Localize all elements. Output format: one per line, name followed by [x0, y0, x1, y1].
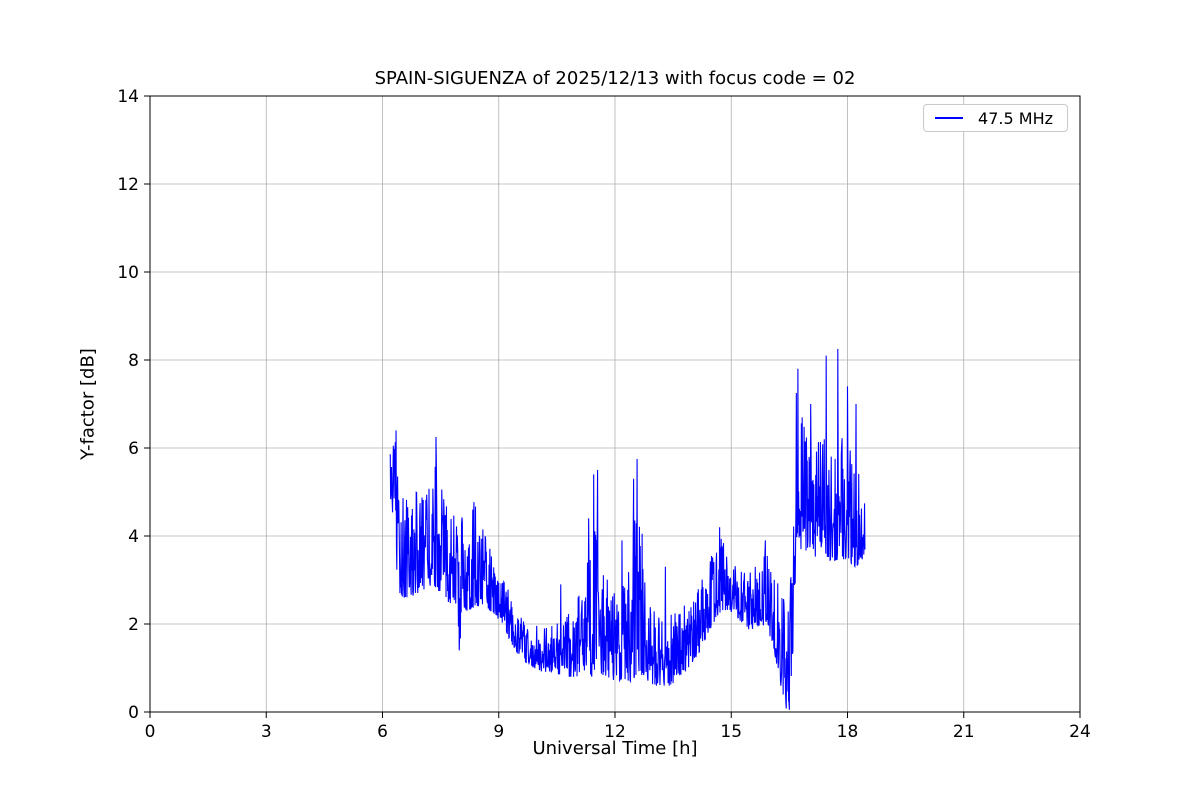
x-tick-label: 0	[145, 722, 156, 742]
chart-title: SPAIN-SIGUENZA of 2025/12/13 with focus …	[374, 68, 856, 89]
x-tick-label: 6	[377, 722, 388, 742]
legend-label: 47.5 MHz	[978, 108, 1053, 128]
series-line	[389, 348, 866, 710]
legend: 47.5 MHz	[923, 104, 1068, 132]
y-axis-label: Y-factor [dB]	[77, 348, 99, 460]
y-tick-label: 10	[117, 263, 139, 283]
y-tick-label: 14	[117, 87, 139, 107]
y-tick-label: 4	[128, 527, 139, 547]
x-tick-label: 24	[1069, 722, 1091, 742]
y-tick-label: 2	[128, 615, 139, 635]
x-axis-label: Universal Time [h]	[532, 738, 698, 759]
y-tick-label: 6	[128, 439, 139, 459]
x-tick-label: 9	[493, 722, 504, 742]
y-tick-label: 0	[128, 703, 139, 723]
x-tick-label: 12	[604, 722, 626, 742]
legend-line-sample	[935, 117, 964, 119]
y-tick-label: 12	[117, 175, 139, 195]
x-tick-label: 18	[837, 722, 859, 742]
x-tick-label: 21	[953, 722, 975, 742]
y-tick-label: 8	[128, 351, 139, 371]
x-tick-label: 3	[261, 722, 272, 742]
x-tick-label: 15	[720, 722, 742, 742]
